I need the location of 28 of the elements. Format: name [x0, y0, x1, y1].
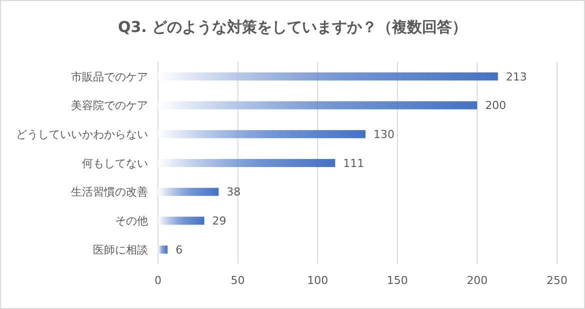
- bar: [158, 216, 204, 225]
- y-tick-label: 生活習慣の改善: [71, 186, 148, 199]
- bar: [158, 246, 168, 254]
- x-tick-label: 0: [154, 274, 162, 287]
- y-tick-label: 何もしてない: [82, 156, 148, 170]
- data-label: 38: [226, 186, 241, 199]
- x-tick-label: 200: [466, 274, 488, 287]
- bar: [158, 72, 498, 80]
- y-tick-label: 医師に相談: [93, 243, 148, 256]
- data-label: 6: [176, 243, 183, 256]
- y-tick-label: どうしていいかわからない: [16, 128, 148, 141]
- bar: [158, 188, 219, 196]
- data-label: 213: [506, 70, 527, 84]
- data-label: 29: [212, 214, 226, 228]
- data-label: 200: [485, 99, 506, 112]
- y-tick-label: 市販品でのケア: [71, 70, 148, 84]
- bar: [158, 158, 336, 168]
- x-tick-label: 50: [230, 274, 245, 287]
- x-tick-label: 250: [546, 274, 568, 287]
- bar: [158, 101, 478, 110]
- bar: [158, 130, 366, 138]
- x-tick-label: 150: [386, 274, 408, 287]
- x-tick-label: 100: [307, 274, 328, 287]
- data-label: 111: [343, 156, 364, 170]
- y-tick-label: 美容院でのケア: [71, 99, 148, 112]
- chart-title: Q3. どのような対策をしていますか？（複数回答）: [118, 18, 468, 36]
- y-tick-label: その他: [115, 214, 148, 228]
- data-label: 130: [373, 128, 394, 141]
